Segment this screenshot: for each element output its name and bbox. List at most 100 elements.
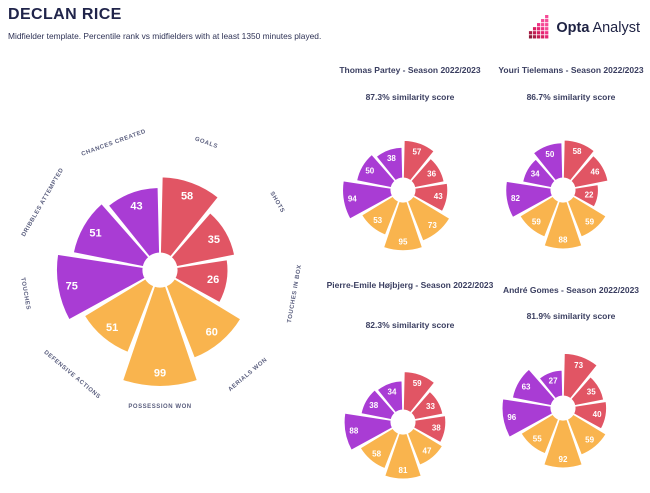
rose-segment (359, 427, 400, 470)
logo-pixel (545, 31, 549, 35)
rose-segment (570, 375, 605, 407)
segment-value-label: 43 (434, 192, 443, 201)
segment-value-label: 58 (573, 147, 582, 156)
logo-pixel (541, 31, 545, 35)
logo-pixel (533, 31, 537, 35)
segment-value-label: 36 (427, 169, 436, 178)
segment-value-label: 96 (507, 413, 516, 422)
segment-value-label: 75 (66, 280, 78, 292)
opta-analyst-logo: Opta Analyst (528, 15, 640, 40)
rose-segment (382, 200, 424, 252)
logo-pixel (545, 27, 549, 31)
similarity-score-tielemans: 86.7% similarity score (526, 92, 616, 102)
logo-pixel (529, 31, 533, 35)
rose-segment (562, 352, 598, 400)
rose-segment (402, 371, 436, 414)
comparison-title-partey: Thomas Partey - Season 2022/2023 (339, 65, 481, 75)
rose-segment (360, 389, 396, 421)
segment-value-label: 53 (373, 216, 382, 225)
rose-segment (83, 278, 155, 354)
category-label: AERIALS WON (228, 357, 269, 393)
segment-value-label: 73 (428, 221, 437, 230)
hojbjerg-rose-chart: 59 33 38 47 81 58 88 38 34 (343, 371, 447, 480)
category-label: GOALS (194, 136, 219, 150)
segment-value-label: 60 (206, 326, 218, 338)
segment-value-label: 55 (533, 435, 542, 444)
logo-pixel (537, 35, 541, 39)
segment-value-label: 38 (369, 401, 378, 410)
rose-segment (406, 427, 444, 466)
comparison-title-gomes: André Gomes - Season 2022/2023 (502, 285, 640, 295)
category-label: CHANCES CREATED (81, 129, 147, 158)
rose-segment (406, 195, 451, 242)
rose-segment (410, 157, 445, 189)
logo-pixel (537, 23, 541, 27)
rose-segment (543, 200, 583, 250)
logo-pixel (537, 31, 541, 35)
rose-segment (355, 153, 396, 189)
opta-logo-bold: Opta (556, 19, 590, 36)
logo-pixel (545, 15, 549, 19)
logo-pixel (545, 19, 549, 23)
segment-value-label: 22 (585, 190, 594, 199)
rose-segment (505, 180, 554, 219)
segment-value-label: 59 (413, 379, 422, 388)
rose-segment (566, 195, 607, 238)
segment-value-label: 33 (426, 402, 435, 411)
rose-segment (562, 139, 596, 182)
category-label: TOUCHES IN BOX (287, 264, 303, 323)
rose-segment (107, 186, 161, 258)
rose-segment (342, 180, 394, 220)
segment-value-label: 26 (207, 274, 219, 286)
segment-value-label: 50 (545, 150, 554, 159)
comparison-title-tielemans: Youri Tielemans - Season 2022/2023 (498, 65, 644, 75)
rose-segment (520, 413, 560, 455)
segment-value-label: 38 (387, 154, 396, 163)
rose-segment (402, 139, 435, 182)
rose-segment (532, 142, 564, 182)
rose-segment (572, 400, 608, 430)
logo-pixel (545, 23, 549, 27)
rose-segment (121, 285, 199, 387)
segment-value-label: 59 (585, 218, 594, 227)
segment-value-label: 88 (559, 236, 568, 245)
segment-value-label: 51 (106, 322, 118, 334)
segment-value-label: 58 (181, 190, 193, 202)
segment-value-label: 88 (349, 426, 358, 435)
rose-segment (165, 278, 242, 359)
category-label: POSSESSION WON (128, 404, 191, 410)
rose-segment (543, 418, 583, 469)
logo-pixel (541, 27, 545, 31)
rose-segment (570, 154, 609, 189)
segment-value-label: 57 (412, 148, 421, 157)
segment-value-label: 46 (591, 167, 600, 176)
segment-value-label: 94 (348, 195, 357, 204)
segment-value-label: 38 (432, 424, 441, 433)
rose-segment (412, 182, 449, 213)
rose-segment (170, 212, 236, 268)
opta-logo-icon (529, 15, 549, 39)
rose-segment (159, 176, 220, 258)
segment-value-label: 51 (89, 228, 101, 240)
segment-value-label: 27 (549, 377, 558, 386)
segment-value-label: 34 (531, 170, 540, 179)
page-title: DECLAN RICE (8, 6, 122, 23)
rose-segment (511, 368, 556, 407)
similarity-score-hojbjerg: 82.3% similarity score (365, 320, 455, 330)
logo-pixel (533, 35, 537, 39)
logo-pixel (533, 27, 537, 31)
logo-pixel (541, 23, 545, 27)
rose-segment (384, 432, 422, 480)
category-label: DEFENSIVE ACTIONS (42, 350, 101, 401)
gomes-rose-chart: 73 35 40 59 92 55 96 63 27 (501, 352, 608, 469)
segment-value-label: 58 (372, 449, 381, 458)
segment-value-label: 47 (423, 446, 432, 455)
segment-value-label: 59 (585, 436, 594, 445)
rose-segment (566, 413, 607, 456)
page-subtitle: Midfielder template. Percentile rank vs … (8, 31, 322, 41)
rose-segment (376, 380, 404, 414)
rose-segment (72, 202, 150, 268)
category-label: DRIBBLES ATTEMPTED (21, 167, 65, 238)
segment-value-label: 81 (399, 466, 408, 475)
rose-segment (521, 158, 556, 189)
